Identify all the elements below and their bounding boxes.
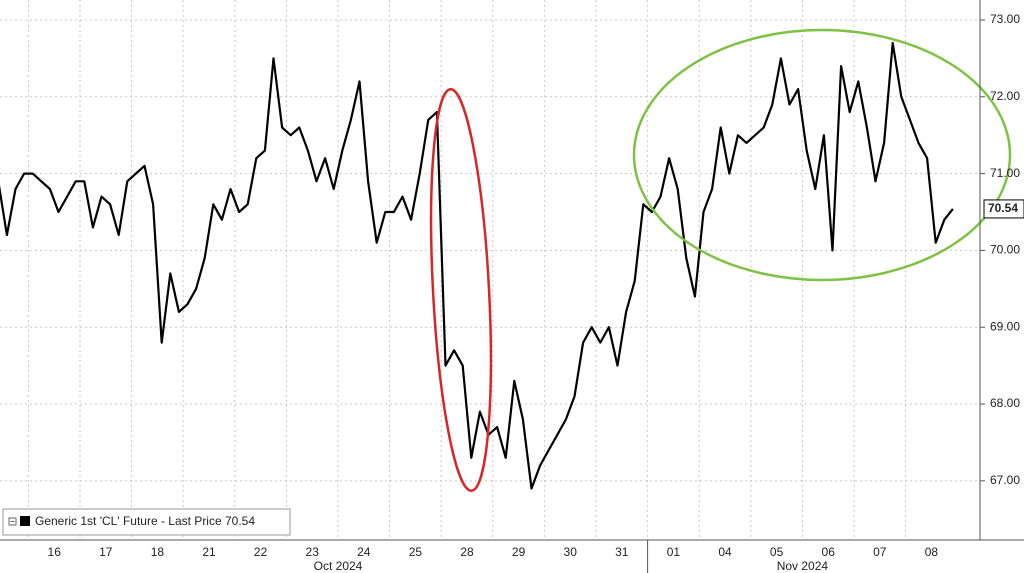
x-tick-label: 08: [925, 545, 939, 559]
x-tick-label: 28: [460, 545, 474, 559]
last-price-box: [983, 199, 1024, 219]
legend-last-value: 70.54: [225, 514, 255, 528]
legend-name: Generic 1st 'CL' Future - Last Price: [35, 514, 222, 528]
x-tick-label: 07: [873, 545, 887, 559]
y-tick-label: 67.00: [990, 473, 1020, 487]
x-tick-label: 04: [718, 545, 732, 559]
highlight-ellipse-red: [429, 88, 493, 492]
x-tick-label: 23: [306, 545, 320, 559]
highlight-ellipse-green: [632, 28, 1012, 282]
y-tick-label: 70.00: [990, 243, 1020, 257]
legend-box: [2, 508, 291, 536]
price-line: [0, 41, 954, 490]
y-tick-label: 73.00: [990, 12, 1020, 26]
x-tick-label: 30: [564, 545, 578, 559]
x-tick-label: 25: [409, 545, 423, 559]
x-tick-label: 18: [151, 545, 165, 559]
y-tick-label: 69.00: [990, 319, 1020, 333]
x-tick-label: 22: [254, 545, 268, 559]
plot-area: [0, 41, 954, 490]
x-tick-label: 16: [48, 545, 62, 559]
x-month-label: Oct 2024: [314, 559, 363, 573]
legend-swatch: [20, 516, 30, 526]
axes: 67.00 68.00 69.00 70.00 71.00 72.00 73.00 16 17 1…: [48, 12, 1024, 573]
x-tick-label: 17: [99, 545, 113, 559]
x-tick-label: 06: [822, 545, 836, 559]
legend-label: Generic 1st 'CL' Future - Last Price 70.…: [35, 514, 255, 528]
legend: Generic 1st 'CL' Future - Last Price 70.…: [2, 508, 291, 536]
x-tick-label: 24: [357, 545, 371, 559]
x-tick-label: 31: [615, 545, 629, 559]
last-price-label: 70.54: [988, 201, 1018, 215]
y-tick-label: 68.00: [990, 396, 1020, 410]
x-tick-label: 29: [512, 545, 526, 559]
grid: [0, 0, 980, 540]
x-month-label: Nov 2024: [777, 559, 829, 573]
y-tick-label: 71.00: [990, 166, 1020, 180]
x-tick-label: 01: [667, 545, 681, 559]
y-tick-label: 72.00: [990, 89, 1020, 103]
x-tick-label: 21: [202, 545, 216, 559]
x-tick-label: 05: [770, 545, 784, 559]
